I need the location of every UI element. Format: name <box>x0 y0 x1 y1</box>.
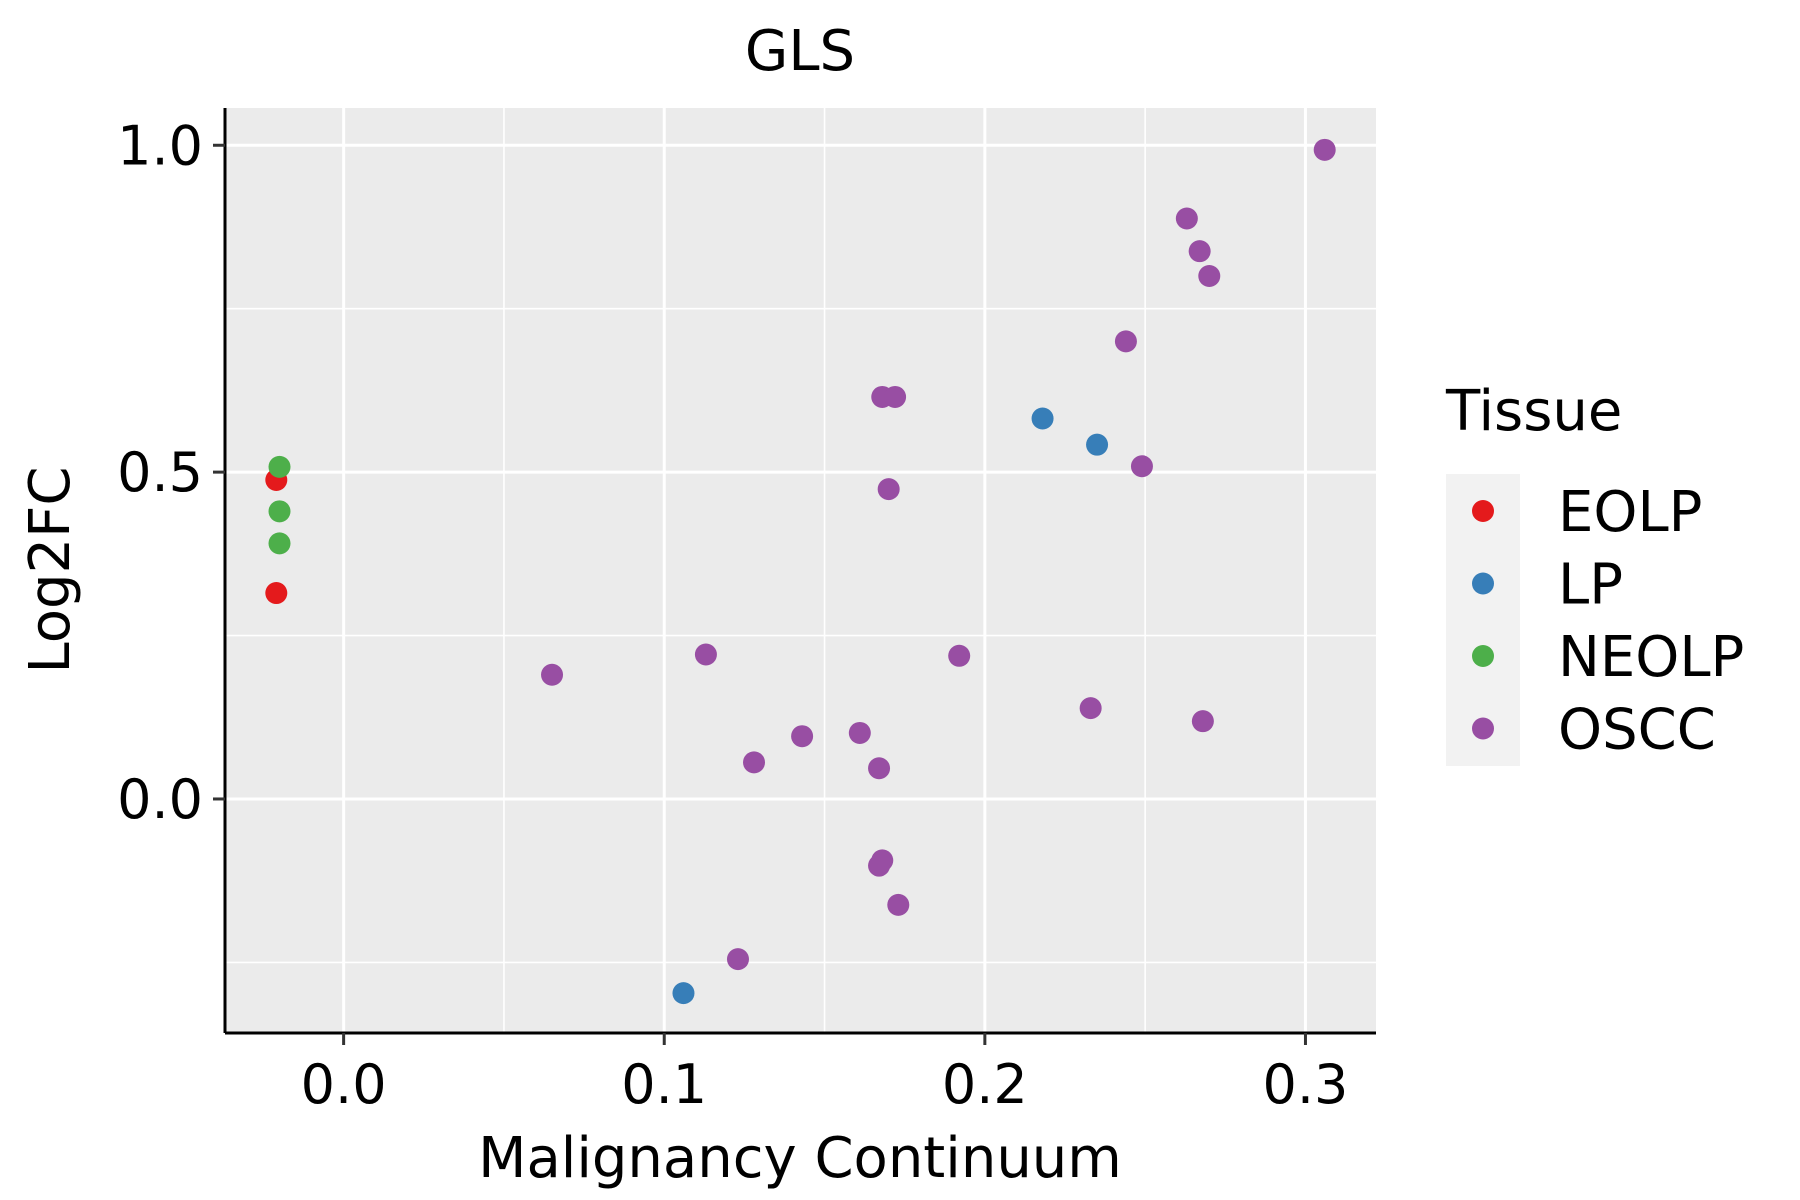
legend-key-background <box>1446 474 1520 766</box>
legend-label-neolp: NEOLP <box>1558 625 1744 690</box>
x-tick-label: 0.1 <box>621 1053 707 1116</box>
point-neolp <box>268 455 291 478</box>
point-oscc <box>1191 710 1214 733</box>
point-oscc <box>884 385 907 408</box>
point-oscc <box>743 751 766 774</box>
point-oscc <box>791 725 814 748</box>
legend: Tissue EOLP LP NEOLP OSCC <box>1445 379 1744 766</box>
grid-lines <box>225 108 1376 1033</box>
point-oscc <box>868 854 891 877</box>
chart-title: GLS <box>745 19 855 84</box>
legend-title: Tissue <box>1445 379 1622 444</box>
x-tick-label: 0.3 <box>1263 1053 1349 1116</box>
axes: 0.0 0.1 0.2 0.3 0.0 0.5 1.0 <box>117 108 1376 1116</box>
point-lp <box>1031 407 1054 430</box>
point-oscc <box>1130 455 1153 478</box>
legend-key-lp <box>1472 572 1494 595</box>
panel-background <box>225 108 1376 1033</box>
point-lp <box>672 982 695 1005</box>
y-tick-label: 1.0 <box>117 114 203 177</box>
point-eolp <box>265 582 288 605</box>
point-oscc <box>1188 240 1211 263</box>
point-oscc <box>726 948 749 971</box>
point-oscc <box>887 893 910 916</box>
point-neolp <box>268 500 291 523</box>
legend-key-neolp <box>1472 645 1494 667</box>
y-tick-label: 0.0 <box>117 768 203 831</box>
point-oscc <box>948 644 971 667</box>
point-oscc <box>848 721 871 744</box>
x-axis-title: Malignancy Continuum <box>478 1126 1122 1191</box>
point-lp <box>1086 433 1109 456</box>
point-oscc <box>868 757 891 780</box>
x-tick-label: 0.2 <box>942 1053 1028 1116</box>
legend-label-oscc: OSCC <box>1558 698 1716 763</box>
point-oscc <box>1175 207 1198 230</box>
point-oscc <box>1114 330 1137 353</box>
point-oscc <box>694 643 717 666</box>
legend-key-eolp <box>1472 500 1494 522</box>
point-oscc <box>1079 697 1102 720</box>
legend-items: EOLP LP NEOLP OSCC <box>1472 480 1744 763</box>
data-points <box>265 138 1336 1005</box>
legend-key-oscc <box>1472 717 1494 740</box>
x-axis-ticks: 0.0 0.1 0.2 0.3 <box>301 1033 1349 1116</box>
point-oscc <box>1313 138 1336 161</box>
y-axis-ticks: 0.0 0.5 1.0 <box>117 114 225 831</box>
y-tick-label: 0.5 <box>117 441 203 504</box>
y-axis-title: Log2FC <box>18 467 83 674</box>
x-tick-label: 0.0 <box>301 1053 387 1116</box>
plot-panel <box>225 108 1376 1033</box>
point-oscc <box>1198 265 1221 288</box>
point-neolp <box>268 532 291 555</box>
point-oscc <box>877 478 900 501</box>
point-oscc <box>541 663 564 686</box>
legend-label-eolp: EOLP <box>1558 480 1702 545</box>
legend-label-lp: LP <box>1558 553 1623 618</box>
